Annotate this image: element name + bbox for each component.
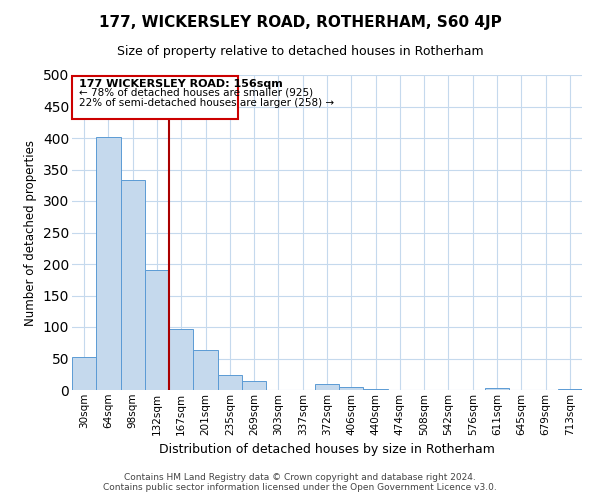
Text: Contains HM Land Registry data © Crown copyright and database right 2024.: Contains HM Land Registry data © Crown c… (124, 474, 476, 482)
Bar (315, 384, 339, 390)
Bar (72, 356, 96, 390)
Text: 22% of semi-detached houses are larger (258) →: 22% of semi-detached houses are larger (… (79, 98, 334, 108)
Bar (485, 388, 509, 390)
Text: Contains public sector information licensed under the Open Government Licence v3: Contains public sector information licen… (103, 484, 497, 492)
FancyBboxPatch shape (73, 76, 238, 119)
Text: 177, WICKERSLEY ROAD, ROTHERHAM, S60 4JP: 177, WICKERSLEY ROAD, ROTHERHAM, S60 4JP (98, 15, 502, 30)
Bar (121, 180, 145, 390)
Text: 177 WICKERSLEY ROAD: 156sqm: 177 WICKERSLEY ROAD: 156sqm (79, 79, 283, 89)
Text: Size of property relative to detached houses in Rotherham: Size of property relative to detached ho… (116, 45, 484, 58)
Bar (242, 380, 266, 390)
Bar (145, 270, 169, 390)
Bar (218, 375, 242, 390)
Bar (339, 387, 364, 390)
Bar (193, 350, 218, 390)
X-axis label: Distribution of detached houses by size in Rotherham: Distribution of detached houses by size … (159, 443, 495, 456)
Bar (96, 138, 121, 390)
Bar (169, 329, 193, 390)
Text: ← 78% of detached houses are smaller (925): ← 78% of detached houses are smaller (92… (79, 88, 313, 98)
Y-axis label: Number of detached properties: Number of detached properties (24, 140, 37, 326)
Bar (558, 388, 582, 390)
